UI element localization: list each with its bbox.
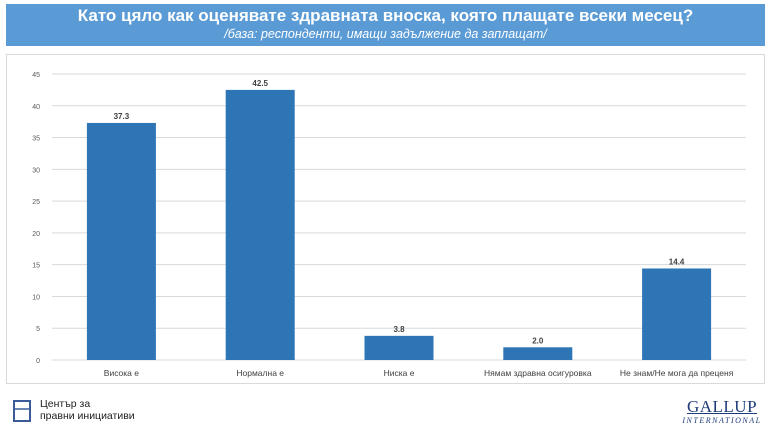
y-tick-label: 40 bbox=[32, 104, 40, 111]
x-category-label: Нормална е bbox=[236, 368, 284, 378]
chart-subtitle: /база: респонденти, имащи задължение да … bbox=[224, 27, 547, 41]
y-tick-label: 20 bbox=[32, 231, 40, 238]
y-tick-label: 30 bbox=[32, 167, 40, 174]
data-label: 2.0 bbox=[532, 336, 544, 345]
y-tick-label: 35 bbox=[32, 136, 40, 143]
bar bbox=[225, 89, 295, 360]
x-category-label: Нямам здравна осигуровка bbox=[484, 368, 592, 378]
cpi-logo: Център за правни инициативи bbox=[12, 395, 152, 431]
y-tick-label: 45 bbox=[32, 72, 40, 79]
bar bbox=[86, 122, 156, 360]
cpi-logo-line1: Център за bbox=[40, 398, 91, 410]
gallup-logo-line2: INTERNATIONAL bbox=[682, 416, 762, 425]
y-tick-label: 10 bbox=[32, 294, 40, 301]
x-category-label: Не знам/Не мога да преценя bbox=[620, 368, 734, 378]
y-tick-label: 5 bbox=[36, 326, 40, 333]
y-tick-label: 0 bbox=[36, 358, 40, 365]
gallup-logo-line1: GALLUP bbox=[686, 397, 758, 416]
y-tick-label: 25 bbox=[32, 199, 40, 206]
y-tick-label: 15 bbox=[32, 263, 40, 270]
header-banner: Като цяло как оценявате здравната вноска… bbox=[6, 4, 765, 46]
bar bbox=[364, 335, 434, 360]
data-label: 14.4 bbox=[669, 257, 685, 266]
data-label: 42.5 bbox=[252, 79, 268, 88]
chart-title: Като цяло как оценявате здравната вноска… bbox=[77, 6, 694, 25]
x-category-label: Висока е bbox=[104, 368, 139, 378]
bar bbox=[503, 347, 573, 360]
cpi-logo-icon bbox=[13, 400, 31, 422]
x-category-label: Ниска е bbox=[384, 368, 415, 378]
bar bbox=[642, 268, 712, 360]
data-label: 37.3 bbox=[114, 112, 130, 121]
cpi-logo-line2: правни инициативи bbox=[40, 410, 135, 422]
data-label: 3.8 bbox=[393, 325, 405, 334]
gallup-logo: GALLUP INTERNATIONAL bbox=[681, 398, 763, 430]
